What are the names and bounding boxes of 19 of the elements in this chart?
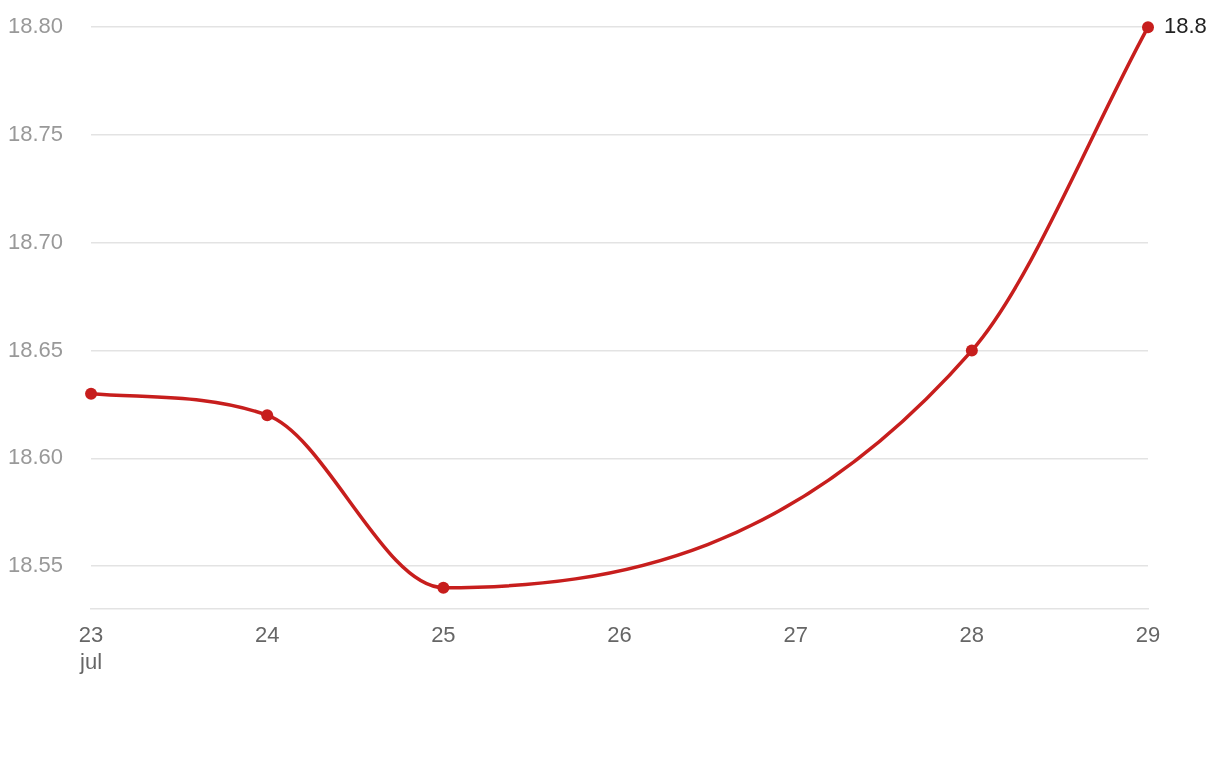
y-tick-label: 18.65	[8, 336, 64, 362]
x-tick-label: 23 jul	[78, 622, 104, 674]
y-tick-label: 18.55	[8, 552, 64, 578]
point	[261, 409, 274, 422]
x-tick-label: 25	[431, 622, 456, 648]
y-tick-label: 18.80	[8, 13, 64, 39]
point	[437, 581, 450, 594]
y-tick-label: 18.75	[8, 121, 64, 147]
x-tick-label: 28	[959, 622, 985, 648]
x-tick-label: 29	[1135, 622, 1161, 648]
y-tick-label: 18.60	[8, 444, 64, 470]
x-tick-label: 27	[783, 622, 808, 648]
data-label: 18.8	[1164, 13, 1207, 39]
point	[965, 344, 978, 357]
point	[85, 387, 98, 400]
x-tick-label: 26	[607, 622, 632, 648]
y-tick-label: 18.70	[8, 228, 64, 254]
x-tick-label: 24	[254, 622, 280, 648]
point	[1142, 21, 1154, 34]
